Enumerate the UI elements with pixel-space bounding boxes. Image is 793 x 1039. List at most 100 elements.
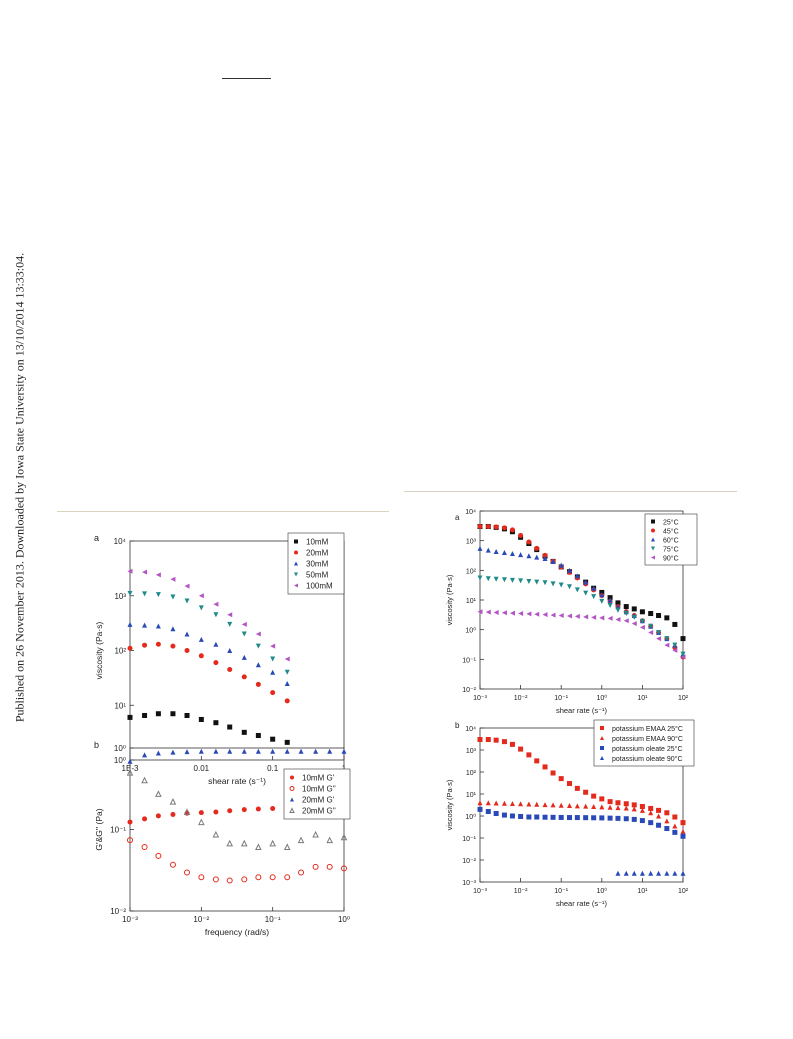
data-point [558,562,564,568]
data-point [198,605,204,611]
data-point [501,800,507,806]
data-point [534,611,540,617]
legend-marker [289,786,295,791]
data-point [656,813,662,819]
legend-label: 20mM G' [302,796,335,805]
data-point [142,642,148,648]
data-point [255,733,261,739]
data-point [615,870,621,876]
data-point [270,805,276,811]
series-90-c [477,609,686,660]
data-point [213,748,219,754]
data-point [198,818,205,826]
y-tick-label: 10⁴ [465,726,476,733]
y-axis-label: viscosity (Pa·s) [94,622,104,680]
data-point [313,748,319,754]
data-point [226,839,234,847]
legend-marker [600,746,604,750]
data-point [583,579,589,585]
series-potassium-oleate-25-c [477,806,686,839]
legend-label: 50mM [306,571,329,580]
y-tick-label: 10² [466,770,477,777]
data-point [648,820,654,826]
data-point [607,815,613,821]
download-notice: Published on 26 November 2013. Downloade… [12,252,27,723]
data-point [255,662,261,668]
series-potassium-oleate-90-c [615,870,686,876]
series-30mm [127,621,290,686]
y-axis-label: viscosity (Pa·s) [445,574,454,625]
legend-label: 10mM [306,538,329,547]
y-tick-label: 10⁰ [465,627,476,635]
data-point [312,830,319,838]
y-tick-label: 10⁻¹ [110,826,126,835]
data-point [656,613,662,619]
data-point [227,748,233,754]
legend-marker [289,807,295,813]
series-10mm-g- [127,837,347,884]
data-point [127,568,133,574]
data-point [327,748,333,754]
data-point [542,814,548,820]
data-point [227,724,233,730]
data-point [284,739,290,745]
data-point [501,739,507,745]
data-point [599,796,605,802]
y-tick-label: 10⁻¹ [462,657,476,664]
y-tick-label: 10⁰ [465,813,476,821]
legend-label: potassium EMAA 25°C [612,725,683,733]
data-point [509,577,515,583]
y-axis-label: G'&G'' (Pa) [94,808,104,850]
data-point [142,752,148,758]
viscosity-salt-comparison-chart: 10⁻³ 10⁻² 10⁻¹ 10⁰ 10¹ 10² 10⁻³ 10⁻² 10⁻¹ 10⁰ 10¹ 1… [445,719,695,908]
data-point [270,669,276,675]
legend-marker [294,583,298,588]
data-point [213,612,219,618]
data-point [213,809,219,815]
data-point [127,645,133,651]
data-point [672,647,678,653]
data-point [680,636,686,642]
data-point [509,813,515,819]
data-point [501,812,507,818]
data-point [198,810,204,816]
data-point [184,598,190,604]
data-point [680,820,686,826]
data-point [639,870,645,876]
column-separator-right [404,491,737,492]
data-point [326,863,333,870]
data-point [141,776,148,784]
y-tick-label: 10⁻² [110,907,126,916]
data-point [656,636,662,642]
data-point [198,593,204,599]
data-point [297,836,305,844]
data-point [226,877,233,884]
data-point [155,641,161,647]
data-point [648,630,654,636]
data-point [648,810,654,816]
y-tick-label: 10⁴ [465,509,476,516]
data-point [155,592,161,598]
data-point [501,577,507,583]
data-point [672,621,678,627]
data-point [542,764,548,770]
data-point [509,610,515,616]
data-point [126,768,134,776]
data-point [155,813,161,819]
data-point [607,799,613,805]
x-tick-label: 10⁻² [193,915,209,924]
data-point [558,802,564,808]
legend-label: potassium oleate 25°C [612,745,683,753]
data-point [485,609,491,615]
data-point [312,863,319,870]
data-point [255,643,261,649]
data-point [518,532,524,538]
data-point [241,876,248,883]
data-point [631,816,637,822]
data-point [155,790,162,797]
data-point [623,611,629,617]
data-point [615,815,621,821]
data-point [493,549,499,555]
data-point [664,826,670,832]
data-point [574,785,580,791]
